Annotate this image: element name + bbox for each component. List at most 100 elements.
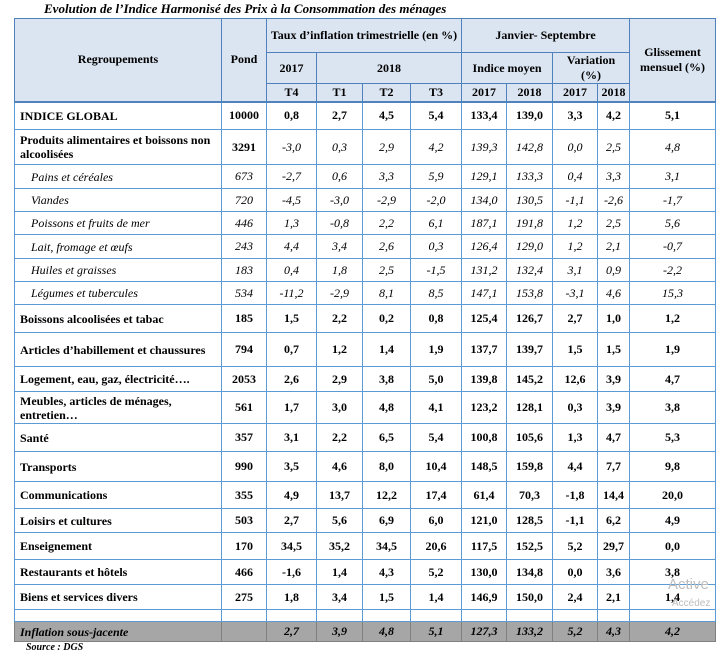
cell: 446 [221, 211, 267, 235]
empty-cell [597, 609, 631, 622]
cell: 355 [221, 481, 267, 509]
cell: 720 [221, 188, 267, 212]
row-label: Pains et céréales [14, 164, 222, 189]
row-label: Biens et services divers [14, 584, 222, 610]
cell: 17,4 [409, 481, 463, 509]
cell: 3,3 [597, 164, 631, 189]
cell: 3,1 [552, 258, 599, 282]
cell: 2,1 [597, 234, 631, 259]
cell: 4,8 [629, 129, 717, 165]
cell: 534 [221, 281, 267, 305]
cell: 673 [221, 164, 267, 189]
cell: 70,3 [506, 481, 554, 509]
cell: 3,1 [629, 164, 717, 189]
title: Evolution de l’Indice Harmonisé des Prix… [44, 1, 447, 16]
cell: 1,5 [597, 332, 631, 367]
cell: 5,1 [409, 621, 463, 642]
cell: 2,7 [266, 508, 317, 533]
row-label: Restaurants et hôtels [14, 559, 222, 585]
cell: 8,0 [362, 451, 411, 482]
cell: 34,5 [266, 532, 317, 560]
cell: 131,2 [461, 258, 508, 282]
cell: -1,6 [266, 559, 317, 585]
cell: 5,9 [409, 164, 463, 189]
cell: 5,2 [409, 559, 463, 585]
cell: -2,6 [597, 188, 631, 212]
cell: 8,5 [409, 281, 463, 305]
header-cell: Indice moyen [461, 52, 554, 84]
cell: 1,5 [362, 584, 411, 610]
row-label: Logement, eau, gaz, électricité…. [14, 366, 222, 392]
cell: 4,2 [409, 129, 463, 165]
cell: 1,2 [552, 211, 599, 235]
cell: 121,0 [461, 508, 508, 533]
header-cell: 2017 [552, 83, 599, 102]
row-label: Communications [14, 481, 222, 509]
empty-cell [221, 621, 267, 642]
cell: 132,4 [506, 258, 554, 282]
header-cell: 2018 [597, 83, 631, 102]
header-cell: Glissement mensuel (%) [629, 18, 717, 102]
cell: 133,2 [506, 621, 554, 642]
header-cell: Janvier- Septembre [461, 18, 631, 53]
empty-cell [552, 609, 599, 622]
watermark: Accédez [672, 598, 711, 609]
cell: -2,2 [629, 258, 717, 282]
cell: -0,7 [629, 234, 717, 259]
header-cell: Pond [221, 18, 267, 102]
header-cell: 2017 [266, 52, 317, 84]
cell: 185 [221, 304, 267, 333]
cell: 2053 [221, 366, 267, 392]
cell: 466 [221, 559, 267, 585]
cell: 2,5 [597, 129, 631, 165]
cell: 3,8 [362, 366, 411, 392]
row-label: Produits alimentaires et boissons non al… [14, 129, 222, 165]
cell: 61,4 [461, 481, 508, 509]
cell: 4,5 [362, 100, 411, 130]
cell: 127,3 [461, 621, 508, 642]
cell: 20,0 [629, 481, 717, 509]
cell: 357 [221, 423, 267, 452]
table-row: Pains et céréales 673 -2,7 0,6 3,3 5,9 129,1 13… [14, 164, 717, 189]
cell: 35,2 [316, 532, 363, 560]
row-label: Articles d’habillement et chaussures [14, 332, 222, 367]
cell: 6,5 [362, 423, 411, 452]
cell: 4,8 [362, 621, 411, 642]
cell: 1,4 [409, 584, 463, 610]
table-row: INDICE GLOBAL 10000 0,8 2,7 4,5 5,4 133,4 139,0… [14, 100, 717, 130]
table-row: Légumes et tubercules 534 -11,2 -2,9 8,1 8,5 1… [14, 281, 717, 305]
table-row: Biens et services divers 275 1,8 3,4 1,5 1,4 1… [14, 584, 717, 610]
cell: 3,3 [552, 100, 599, 130]
header-cell: Taux d’inflation trimestrielle (en %) [265, 18, 463, 53]
cell: 4,6 [597, 281, 631, 305]
cell: 14,4 [597, 481, 631, 509]
cell: 503 [221, 508, 267, 533]
cell: 105,6 [506, 423, 554, 452]
cell: -2,0 [409, 188, 463, 212]
table-row: Meubles, articles de ménages, entretien…… [14, 391, 717, 424]
cell: 4,7 [597, 423, 631, 452]
cell: 10,4 [409, 451, 463, 482]
cell: 0,3 [316, 129, 363, 165]
table-row: Communications 355 4,9 13,7 12,2 17,4 61,4 70,3… [14, 481, 717, 509]
empty-cell [316, 609, 363, 622]
cell: 159,8 [506, 451, 554, 482]
cell: 128,5 [506, 508, 554, 533]
cell: 1,3 [266, 211, 317, 235]
cell: 10000 [221, 100, 267, 130]
header-cell: T4 [266, 83, 317, 102]
header-cell: T1 [316, 83, 363, 102]
cell: 5,6 [316, 508, 363, 533]
cell: 3,1 [266, 423, 317, 452]
table-row: Enseignement 170 34,5 35,2 34,5 20,6 117,5 152,… [14, 532, 717, 560]
cell: 2,6 [362, 234, 411, 259]
table-row: Lait, fromage et œufs 243 4,4 3,4 2,6 0,3 126,… [14, 234, 717, 259]
cell: 0,9 [597, 258, 631, 282]
cell: -1,8 [552, 481, 599, 509]
cell: 4,8 [362, 391, 411, 424]
cell: 1,0 [597, 304, 631, 333]
cell: 3,9 [597, 391, 631, 424]
cell: 191,8 [506, 211, 554, 235]
cell: -4,5 [266, 188, 317, 212]
cell: 100,8 [461, 423, 508, 452]
